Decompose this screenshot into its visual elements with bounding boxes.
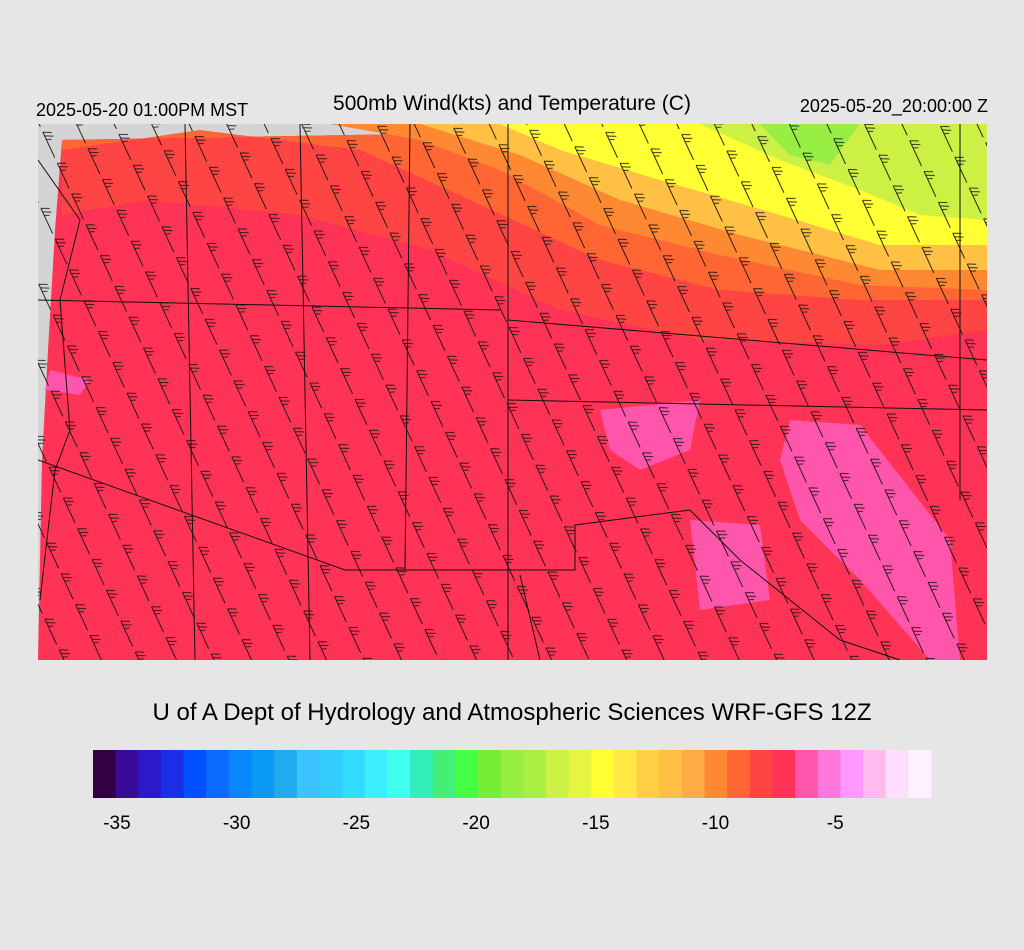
colorbar-swatch [387, 750, 411, 798]
colorbar-swatch [432, 750, 456, 798]
colorbar-swatch [183, 750, 207, 798]
colorbar-swatch [840, 750, 864, 798]
colorbar-swatch [772, 750, 796, 798]
colorbar-tick-label: -35 [103, 813, 130, 834]
colorbar-swatch [659, 750, 683, 798]
colorbar-swatch [568, 750, 592, 798]
colorbar-swatch [364, 750, 388, 798]
colorbar-swatch [727, 750, 751, 798]
colorbar-swatch [681, 750, 706, 798]
colorbar-swatch [523, 750, 547, 798]
colorbar-swatch [410, 750, 434, 798]
colorbar-swatch [228, 750, 253, 798]
colorbar-swatch [885, 750, 909, 798]
colorbar-swatch [591, 750, 615, 798]
colorbar-swatch [274, 750, 298, 798]
colorbar: -35 -30 -25 -20 -15 -10 -5 [93, 750, 932, 834]
colorbar-swatch [863, 750, 887, 798]
colorbar-tick-label: -5 [827, 813, 844, 834]
colorbar-swatch [115, 750, 139, 798]
colorbar-swatch [545, 750, 570, 798]
colorbar-swatch [138, 750, 162, 798]
colorbar-swatch [93, 750, 117, 798]
valid-utc-time: 2025-05-20_20:00:00 Z [800, 96, 988, 117]
colorbar-tick-label: -25 [343, 813, 370, 834]
valid-local-time: 2025-05-20 01:00PM MST [36, 100, 248, 120]
colorbar-swatch [908, 750, 932, 798]
colorbar-swatch [613, 750, 638, 798]
colorbar-tick-label: -15 [582, 813, 609, 834]
colorbar-tick-label: -30 [223, 813, 250, 834]
colorbar-tick-label: -10 [702, 813, 729, 834]
colorbar-tick-label: -20 [462, 813, 489, 834]
colorbar-swatch [500, 750, 524, 798]
map-title: 500mb Wind(kts) and Temperature (C) [333, 92, 691, 115]
map [38, 124, 987, 660]
colorbar-swatch [251, 750, 275, 798]
colorbar-swatch [636, 750, 660, 798]
colorbar-swatch [206, 750, 230, 798]
colorbar-swatch [342, 750, 366, 798]
colorbar-swatch [817, 750, 841, 798]
colorbar-swatch [795, 750, 819, 798]
colorbar-swatch [160, 750, 185, 798]
colorbar-swatch [704, 750, 728, 798]
colorbar-swatch [478, 750, 502, 798]
colorbar-swatch [296, 750, 320, 798]
colorbar-swatch [319, 750, 343, 798]
colorbar-swatch [749, 750, 773, 798]
colorbar-swatch [455, 750, 479, 798]
credit: U of A Dept of Hydrology and Atmospheric… [153, 699, 872, 726]
